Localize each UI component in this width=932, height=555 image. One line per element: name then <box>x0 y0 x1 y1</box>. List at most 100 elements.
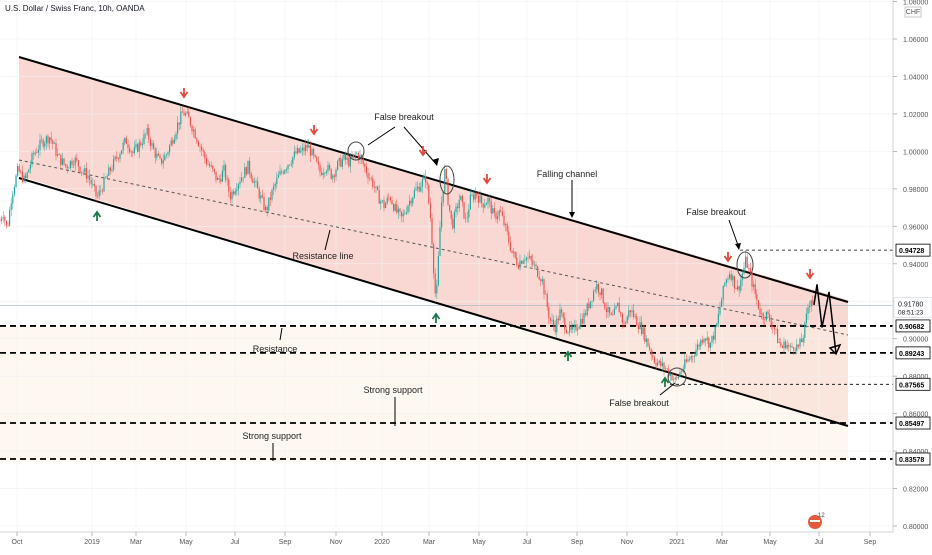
sell-marker-icon <box>309 125 319 136</box>
candle-body <box>623 322 625 324</box>
candle-body <box>463 201 465 219</box>
candle-body <box>458 200 460 209</box>
label-resistance-line: Resistance line <box>292 251 353 261</box>
candle-body <box>805 313 807 324</box>
candle-body <box>730 274 732 281</box>
candle-body <box>455 206 457 212</box>
candle-body <box>127 144 129 149</box>
label-falling-channel: Falling channel <box>537 169 598 179</box>
candle-body <box>249 160 251 174</box>
tradingview-logo: 12 <box>808 513 825 529</box>
candle-body <box>517 265 519 269</box>
candle-body <box>652 354 654 358</box>
candle-body <box>460 195 462 201</box>
candle-body <box>129 148 131 153</box>
candle-body <box>612 314 614 316</box>
y-tick-label: 0.98000 <box>903 187 928 194</box>
candle-body <box>297 148 299 154</box>
candle-body <box>106 175 108 178</box>
candle-body <box>153 143 155 150</box>
candle-body <box>146 128 148 134</box>
candle-body <box>394 204 396 211</box>
candle-body <box>697 344 699 350</box>
candle-body <box>250 173 252 179</box>
candle-body <box>802 337 804 343</box>
candle-body <box>492 208 494 214</box>
candle-body <box>519 261 521 269</box>
candle-body <box>266 206 268 211</box>
candle-body <box>471 194 473 196</box>
candle-body <box>236 189 238 192</box>
candle-body <box>597 284 599 293</box>
y-tick-label: 0.90000 <box>903 337 928 344</box>
x-tick-label: Nov <box>621 539 634 546</box>
candle-body <box>325 171 327 174</box>
candle-body <box>273 186 275 190</box>
price-label-box-p4 <box>895 377 931 391</box>
candle-body <box>777 329 779 344</box>
candle-body <box>181 111 183 113</box>
candle-body <box>269 197 271 200</box>
candle-body <box>754 284 756 295</box>
candle-body <box>74 157 76 165</box>
candle-body <box>575 324 577 331</box>
candle-body <box>629 310 631 313</box>
candle-body <box>87 175 89 179</box>
candle-body <box>353 154 355 158</box>
candle-body <box>114 156 116 159</box>
candle-body <box>658 360 660 363</box>
x-tick-label: Jul <box>231 539 240 546</box>
candle-body <box>172 140 174 144</box>
candle-body <box>173 138 175 144</box>
candle-body <box>364 163 366 167</box>
candle-body <box>281 171 283 173</box>
candle-body <box>287 165 289 169</box>
x-tick-label: Mar <box>423 539 436 546</box>
arrowhead-2 <box>432 158 439 166</box>
countdown-label: 08:51:23 <box>898 309 924 316</box>
x-tick-label: May <box>763 539 777 546</box>
candle-body <box>778 342 780 344</box>
candle-body <box>103 177 105 192</box>
candle-body <box>613 308 615 315</box>
candle-body <box>549 317 551 321</box>
candle-body <box>661 362 663 367</box>
buy-marker-icon <box>92 210 102 221</box>
candle-body <box>676 377 678 379</box>
candle-body <box>477 195 479 203</box>
candle-body <box>602 288 604 303</box>
candle-body <box>141 143 143 146</box>
candle-body <box>268 197 270 211</box>
candle-body <box>545 294 547 295</box>
candle-body <box>481 195 483 204</box>
candle-body <box>759 308 761 315</box>
candle-body <box>76 157 78 161</box>
candle-body <box>521 261 523 264</box>
sell-marker-icon <box>723 252 733 263</box>
candle-body <box>674 377 676 380</box>
candle-body <box>386 197 388 204</box>
candle-body <box>593 290 595 301</box>
candle-body <box>434 273 436 294</box>
candle-body <box>241 177 243 182</box>
candle-body <box>557 318 559 321</box>
candle-body <box>36 152 38 154</box>
candle-body <box>794 349 796 351</box>
candle-body <box>740 279 742 291</box>
label-resistance: Resistance <box>253 344 298 354</box>
candle-body <box>553 319 555 326</box>
candle-body <box>338 158 340 162</box>
candle-body <box>258 188 260 199</box>
candle-body <box>605 308 607 312</box>
candle-body <box>599 292 601 296</box>
candle-body <box>380 201 382 204</box>
candle-body <box>378 190 380 204</box>
candle-body <box>7 225 9 227</box>
candle-body <box>625 323 627 324</box>
candle-body <box>324 173 326 174</box>
candle-body <box>733 275 735 289</box>
candle-body <box>706 337 708 341</box>
candle-body <box>561 309 563 314</box>
candle-body <box>666 368 668 370</box>
candle-body <box>117 158 119 160</box>
